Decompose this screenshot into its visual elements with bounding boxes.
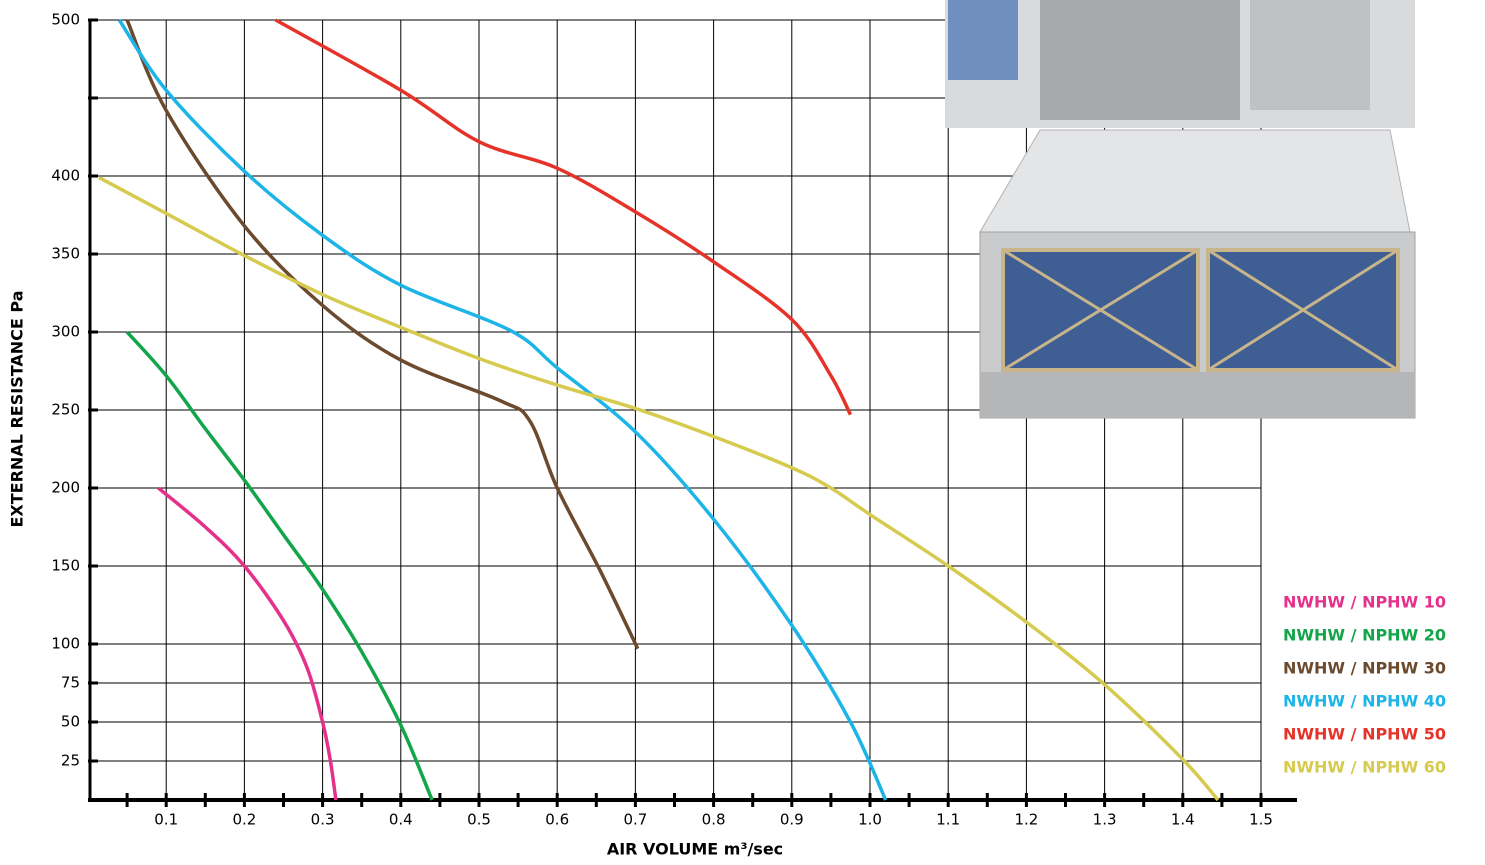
series-line [117, 19, 888, 801]
y-tick-label: 300 [51, 323, 80, 341]
x-tick-label: 1.4 [1171, 811, 1195, 829]
x-tick-label: 1.1 [936, 811, 960, 829]
legend-label: NWHW / NPHW 20 [1283, 626, 1446, 645]
y-tick-label: 75 [61, 674, 80, 692]
y-tick-label: 50 [61, 713, 80, 731]
x-tick-label: 0.1 [154, 811, 178, 829]
photo-unit-top [979, 129, 1411, 233]
x-axis-title: AIR VOLUME m³/sec [607, 840, 783, 859]
legend-label: NWHW / NPHW 50 [1283, 725, 1446, 744]
y-tick-label: 400 [51, 167, 80, 185]
y-tick-label: 150 [51, 557, 80, 575]
x-tick-label: 0.3 [311, 811, 335, 829]
x-tick-label: 0.8 [702, 811, 726, 829]
series-line [157, 486, 338, 801]
y-tick-label: 350 [51, 245, 80, 263]
series-line [274, 18, 853, 416]
x-tick-label: 1.3 [1093, 811, 1117, 829]
y-axis-title: EXTERNAL RESISTANCE Pa [8, 291, 27, 528]
legend-label: NWHW / NPHW 40 [1283, 692, 1446, 711]
x-tick-label: 0.5 [467, 811, 491, 829]
x-tick-label: 1.5 [1249, 811, 1273, 829]
photo-coil [948, 0, 1018, 80]
product-photo [945, 0, 1416, 419]
photo-fan-housing [1040, 0, 1240, 120]
photo-base [980, 372, 1415, 418]
legend-label: NWHW / NPHW 10 [1283, 593, 1446, 612]
photo-panel [1250, 0, 1370, 110]
series-line [98, 176, 1220, 802]
x-tick-label: 0.9 [780, 811, 804, 829]
x-tick-label: 0.4 [389, 811, 413, 829]
series-line [125, 330, 434, 801]
x-tick-label: 1.0 [858, 811, 882, 829]
y-tick-label: 250 [51, 401, 80, 419]
y-tick-label: 25 [61, 752, 80, 770]
legend-label: NWHW / NPHW 30 [1283, 659, 1446, 678]
y-tick-label: 200 [51, 479, 80, 497]
photo-filter-frame [1002, 248, 1399, 372]
y-tick-label: 500 [51, 11, 80, 29]
x-tick-label: 0.2 [232, 811, 256, 829]
legend-label: NWHW / NPHW 60 [1283, 758, 1446, 777]
series-line [125, 19, 640, 650]
x-tick-label: 0.6 [545, 811, 569, 829]
x-tick-label: 1.2 [1014, 811, 1038, 829]
x-tick-label: 0.7 [623, 811, 647, 829]
y-tick-label: 100 [51, 635, 80, 653]
